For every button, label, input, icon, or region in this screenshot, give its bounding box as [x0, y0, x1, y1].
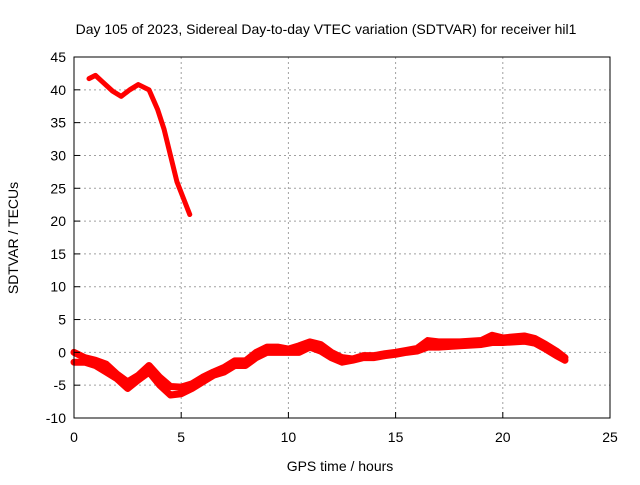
chart-title: Day 105 of 2023, Sidereal Day-to-day VTE… [76, 21, 577, 37]
y-axis-label: SDTVAR / TECUs [5, 182, 21, 294]
y-tick-label: -10 [46, 410, 66, 426]
y-tick-label: 0 [58, 344, 66, 360]
series-layer [70, 72, 569, 399]
tick-labels: 0 5 10 15 20 25 -10 -5 0 5 10 15 20 25 30 35 40 45 [46, 49, 618, 445]
series-line-lower-b [70, 337, 569, 399]
y-tick-label: 15 [50, 246, 66, 262]
x-tick-label: 5 [177, 429, 185, 445]
x-tick-label: 10 [281, 429, 297, 445]
x-axis-label: GPS time / hours [287, 458, 394, 474]
plot-frame [73, 56, 611, 419]
series-line-lower-a [70, 331, 569, 391]
grid [74, 57, 610, 418]
x-tick-label: 15 [388, 429, 404, 445]
y-tick-label: 45 [50, 49, 66, 65]
y-tick-label: 5 [58, 312, 66, 328]
y-tick-label: 40 [50, 82, 66, 98]
y-tick-label: 10 [50, 279, 66, 295]
x-tick-label: 25 [602, 429, 618, 445]
y-tick-label: 30 [50, 147, 66, 163]
y-tick-label: -5 [54, 377, 67, 393]
y-tick-label: 35 [50, 115, 66, 131]
x-tick-label: 20 [495, 429, 511, 445]
x-tick-label: 0 [70, 429, 78, 445]
y-tick-label: 20 [50, 213, 66, 229]
series-line-upper [86, 72, 193, 218]
y-tick-label: 25 [50, 180, 66, 196]
